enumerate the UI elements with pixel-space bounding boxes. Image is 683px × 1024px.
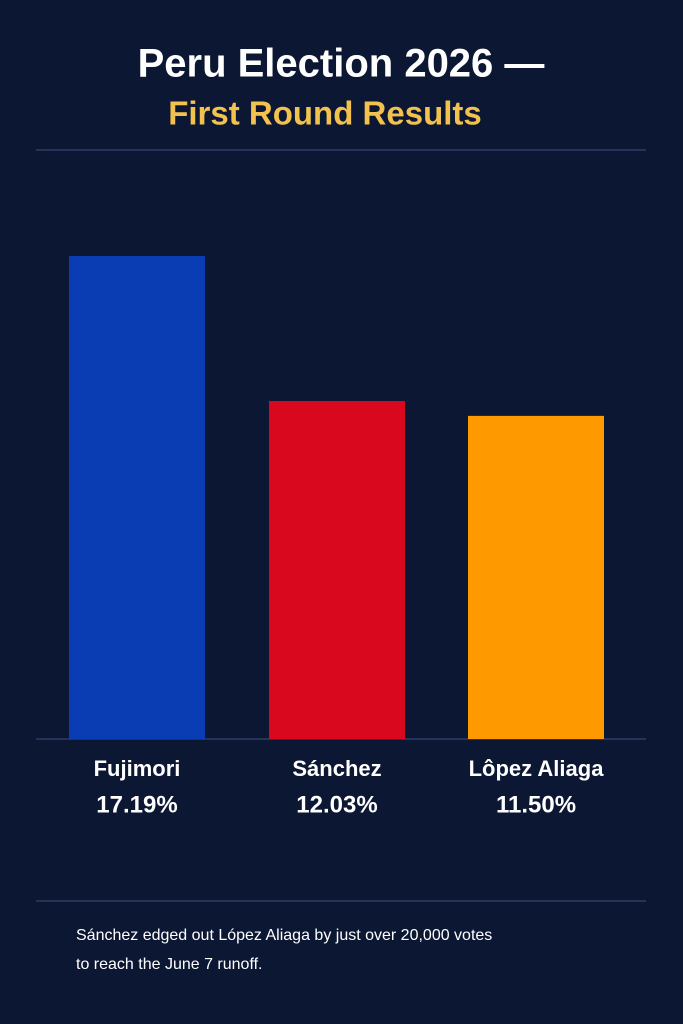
chart-subtitle: First Round Results: [168, 95, 482, 132]
value-label: 12.03%: [296, 791, 377, 818]
note: Sánchez edged out López Aliaga by just o…: [76, 927, 492, 944]
x-tick-label: Sánchez: [292, 756, 381, 781]
bar: [269, 400, 405, 739]
x-tick-label: Fujimori: [94, 756, 181, 781]
note: to reach the June 7 runoff.: [76, 956, 263, 973]
value-label: 11.50%: [496, 791, 576, 818]
bar: [468, 415, 604, 739]
bar: [69, 256, 205, 739]
value-label: 17.19%: [96, 791, 177, 818]
x-tick-label: Lôpez Aliaga: [469, 756, 605, 781]
chart-title: Peru Election 2026 —: [138, 42, 545, 86]
